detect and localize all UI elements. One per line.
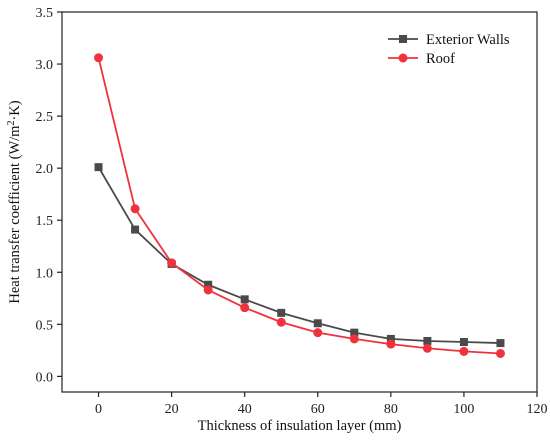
data-point-exterior-walls [131, 225, 140, 234]
series-line-roof [97, 57, 501, 355]
series-layer [94, 53, 505, 358]
data-point-exterior-walls [350, 328, 359, 337]
series-line-exterior-walls [97, 166, 501, 344]
data-point-roof [203, 285, 213, 295]
data-point-exterior-walls [423, 336, 432, 345]
x-tick-label: 80 [384, 402, 398, 417]
legend-marker-exterior-walls [399, 35, 407, 43]
y-tick-label: 0.5 [36, 318, 54, 333]
data-point-roof [313, 328, 323, 338]
series-roof [94, 53, 505, 358]
data-point-exterior-walls [386, 334, 395, 343]
x-tick-label: 0 [95, 402, 102, 417]
data-point-roof [167, 258, 177, 268]
axis-ticks: 0 20 40 60 80 100 120 0.0 0.5 1.0 1.5 2.0 2.5 3.0 3.5 [36, 6, 548, 417]
x-tick-label: 20 [165, 402, 179, 417]
data-point-roof [349, 334, 359, 344]
y-tick-label: 3.0 [36, 58, 54, 73]
data-point-roof [276, 317, 286, 327]
y-tick-label: 1.0 [36, 266, 54, 281]
data-point-roof [459, 346, 469, 356]
legend-label-exterior-walls: Exterior Walls [426, 32, 510, 48]
data-point-roof [240, 303, 250, 313]
data-point-exterior-walls [313, 319, 322, 328]
y-axis-title-tail: ·K) [7, 100, 23, 120]
legend: Exterior Walls Roof [388, 32, 510, 67]
data-point-roof [94, 53, 104, 63]
y-axis-title-superscript: 2 [6, 121, 17, 126]
y-axis-title: Heat transfer coefficient (W/m2·K) [6, 100, 23, 303]
x-tick-label: 100 [453, 402, 474, 417]
data-point-roof [422, 343, 432, 353]
data-point-exterior-walls [277, 308, 286, 317]
y-axis-title-main: Heat transfer coefficient (W/m [7, 125, 23, 304]
legend-marker-roof [398, 53, 408, 63]
y-tick-label: 3.5 [36, 6, 54, 21]
data-point-roof [495, 348, 505, 358]
x-tick-label: 60 [311, 402, 325, 417]
x-axis-title: Thickness of insulation layer (mm) [198, 418, 402, 434]
data-point-exterior-walls [204, 280, 213, 289]
y-tick-label: 2.5 [36, 110, 54, 125]
y-tick-label: 0.0 [36, 370, 54, 385]
series-exterior-walls [94, 163, 505, 348]
x-tick-label: 40 [238, 402, 252, 417]
plot-frame [61, 11, 538, 393]
data-point-exterior-walls [240, 295, 249, 304]
legend-label-roof: Roof [426, 51, 455, 67]
x-tick-label: 120 [527, 402, 548, 417]
data-point-exterior-walls [496, 339, 505, 348]
y-tick-label: 1.5 [36, 214, 54, 229]
data-point-roof [386, 339, 396, 349]
data-point-exterior-walls [94, 163, 103, 172]
y-tick-label: 2.0 [36, 162, 54, 177]
data-point-exterior-walls [459, 338, 468, 347]
data-point-roof [130, 204, 140, 214]
